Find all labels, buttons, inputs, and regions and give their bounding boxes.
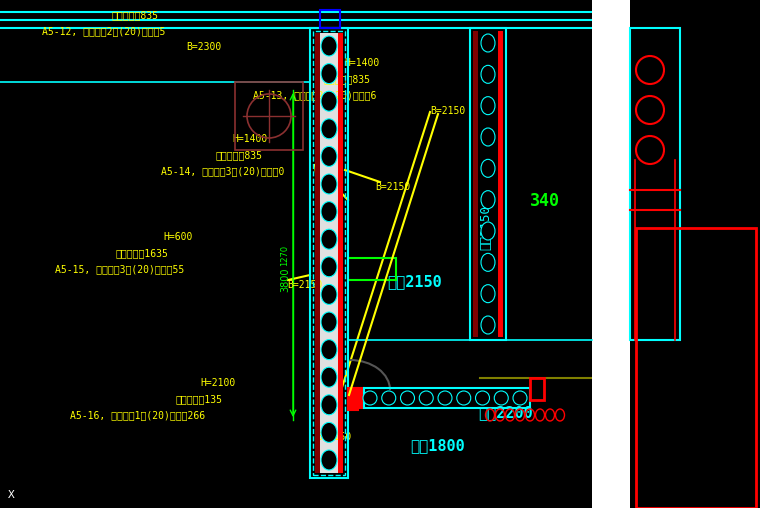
Text: X: X — [8, 490, 14, 500]
Bar — [338, 33, 343, 473]
Ellipse shape — [481, 66, 495, 83]
Ellipse shape — [481, 97, 495, 115]
Ellipse shape — [481, 316, 495, 334]
Bar — [364, 388, 530, 408]
Ellipse shape — [481, 222, 495, 240]
Ellipse shape — [363, 391, 377, 405]
Ellipse shape — [481, 34, 495, 52]
Bar — [636, 228, 756, 508]
Text: H=1400: H=1400 — [232, 134, 268, 144]
Ellipse shape — [321, 229, 337, 249]
Text: A5-14, 上操作儖3支(20)管，兵0: A5-14, 上操作儖3支(20)管，兵0 — [161, 166, 284, 176]
Text: H=600: H=600 — [163, 232, 192, 242]
Ellipse shape — [321, 36, 337, 56]
Text: 板顶到盒底1635: 板顶到盒底1635 — [115, 248, 168, 258]
Text: 板高1800: 板高1800 — [410, 438, 465, 453]
Text: 340: 340 — [530, 192, 560, 210]
Ellipse shape — [481, 253, 495, 271]
Ellipse shape — [321, 119, 337, 139]
Text: 板高2200: 板高2200 — [478, 405, 533, 420]
Ellipse shape — [476, 391, 489, 405]
Bar — [348, 258, 396, 280]
Bar — [320, 10, 340, 28]
Text: 板顶到盒底835: 板顶到盒底835 — [215, 150, 262, 160]
Text: 板顶到盒底835: 板顶到盒底835 — [112, 10, 159, 20]
Text: B=2150: B=2150 — [375, 182, 410, 192]
Text: 板顶到盒底135: 板顶到盒底135 — [175, 394, 222, 404]
Bar — [235, 82, 303, 150]
Text: B=2150: B=2150 — [430, 106, 465, 116]
Text: A5-15, 下操作儖3支(20)管，凹55: A5-15, 下操作儖3支(20)管，凹55 — [55, 264, 184, 274]
Bar — [315, 33, 343, 473]
Ellipse shape — [321, 202, 337, 221]
Ellipse shape — [513, 391, 527, 405]
Text: H=2100: H=2100 — [200, 378, 236, 388]
Text: 1270: 1270 — [280, 244, 290, 266]
Ellipse shape — [481, 160, 495, 177]
Ellipse shape — [438, 391, 452, 405]
Bar — [348, 388, 358, 410]
Bar — [310, 28, 348, 478]
Ellipse shape — [321, 284, 337, 304]
Ellipse shape — [321, 367, 337, 387]
Ellipse shape — [481, 128, 495, 146]
Bar — [313, 31, 345, 475]
Ellipse shape — [321, 257, 337, 277]
Text: 板顶到盒底835: 板顶到盒底835 — [324, 74, 371, 84]
Ellipse shape — [321, 340, 337, 360]
Ellipse shape — [321, 450, 337, 470]
Ellipse shape — [321, 146, 337, 167]
Ellipse shape — [420, 391, 433, 405]
Bar — [315, 33, 320, 473]
Ellipse shape — [382, 391, 396, 405]
Bar — [592, 0, 630, 508]
Text: B=2150: B=2150 — [316, 432, 351, 442]
Ellipse shape — [321, 422, 337, 442]
Text: B=2300: B=2300 — [186, 42, 221, 52]
Ellipse shape — [321, 174, 337, 194]
Text: 3800: 3800 — [280, 268, 290, 292]
Text: H=1400: H=1400 — [344, 58, 379, 68]
Bar — [680, 0, 760, 508]
Bar — [498, 31, 503, 337]
Bar — [470, 28, 506, 340]
Text: A5-13, 下操作儖2支(20)管，兵6: A5-13, 下操作儖2支(20)管，兵6 — [253, 90, 376, 100]
Ellipse shape — [321, 64, 337, 84]
Ellipse shape — [321, 91, 337, 111]
Ellipse shape — [321, 395, 337, 415]
Ellipse shape — [457, 391, 470, 405]
Bar — [350, 388, 364, 408]
Ellipse shape — [321, 312, 337, 332]
Bar — [630, 28, 680, 340]
Bar — [473, 31, 478, 337]
Bar — [530, 378, 544, 400]
Text: A5-16, 上操作儖1支(20)管，凹266: A5-16, 上操作儖1支(20)管，凹266 — [70, 410, 205, 420]
Text: B=2150: B=2150 — [287, 280, 322, 290]
Ellipse shape — [401, 391, 414, 405]
Ellipse shape — [481, 284, 495, 303]
Ellipse shape — [494, 391, 508, 405]
Ellipse shape — [481, 190, 495, 209]
Text: 板高2150: 板高2150 — [480, 206, 492, 250]
Text: A5-12, 上操作儖2支(20)管，兴5: A5-12, 上操作儖2支(20)管，兴5 — [42, 26, 166, 36]
Text: 板高2150: 板高2150 — [387, 274, 442, 289]
